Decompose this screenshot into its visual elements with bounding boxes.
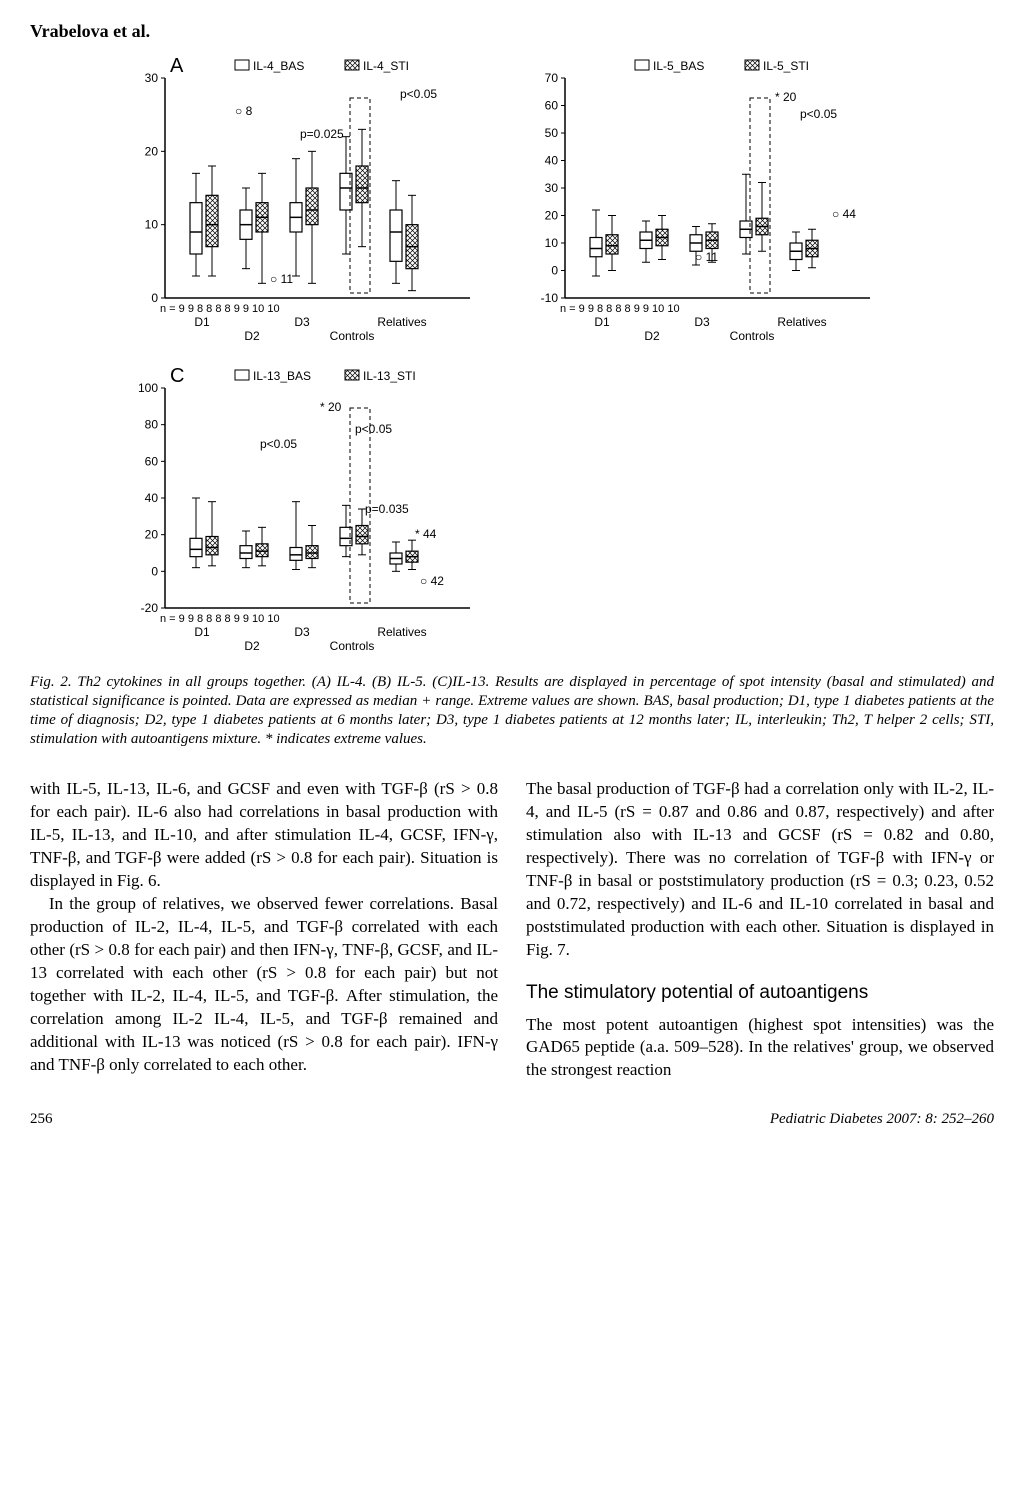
svg-text:p=0.025: p=0.025 <box>300 127 344 141</box>
body-text: with IL-5, IL-13, IL-6, and GCSF and eve… <box>30 778 994 1082</box>
svg-text:Relatives: Relatives <box>377 315 426 329</box>
author-header: Vrabelova et al. <box>30 20 994 43</box>
figure-caption: Fig. 2. Th2 cytokines in all groups toge… <box>30 673 994 748</box>
svg-text:D3: D3 <box>694 315 710 329</box>
svg-text:p<0.05: p<0.05 <box>355 422 392 436</box>
svg-text:20: 20 <box>145 528 159 542</box>
svg-text:○ 11: ○ 11 <box>695 250 718 264</box>
svg-text:30: 30 <box>145 71 159 85</box>
svg-text:n = 9 9 8 8 8 8 9: n = 9 9 8 8 8 8 9 9 10 10 <box>160 613 280 625</box>
svg-text:* 44: * 44 <box>415 527 437 541</box>
svg-text:60: 60 <box>545 99 559 113</box>
svg-text:10: 10 <box>145 218 159 232</box>
para: The basal production of TGF-β had a corr… <box>526 779 994 959</box>
para: In the group of relatives, we observed f… <box>30 894 498 1074</box>
svg-text:D2: D2 <box>244 639 260 653</box>
svg-text:IL-4_BAS: IL-4_BAS <box>253 59 304 73</box>
journal-ref: Pediatric Diabetes 2007: 8: 252–260 <box>770 1110 994 1130</box>
svg-text:Controls: Controls <box>330 639 375 653</box>
svg-text:40: 40 <box>545 154 559 168</box>
svg-text:70: 70 <box>545 71 559 85</box>
svg-text:20: 20 <box>545 209 559 223</box>
svg-text:100: 100 <box>138 381 158 395</box>
svg-text:Relatives: Relatives <box>377 625 426 639</box>
svg-text:20: 20 <box>145 145 159 159</box>
svg-text:60: 60 <box>145 455 159 469</box>
svg-text:D1: D1 <box>594 315 610 329</box>
panel-C: -20 0 20 40 60 80 100 C IL-13_BAS IL-13_STI * 20 p<… <box>120 363 480 663</box>
svg-text:○ 11: ○ 11 <box>270 272 293 286</box>
figure-2: 0 10 20 30 A IL-4_BAS IL-4_STI p<0.05 p=0.025 ○ 8… <box>120 53 994 663</box>
svg-text:Controls: Controls <box>730 329 775 343</box>
svg-text:30: 30 <box>545 181 559 195</box>
para: with IL-5, IL-13, IL-6, and GCSF and eve… <box>30 779 498 890</box>
svg-text:n = 9 9 8 8 8 8 9: n = 9 9 8 8 8 8 9 9 10 10 <box>560 303 680 315</box>
svg-text:* 20: * 20 <box>320 400 342 414</box>
svg-text:D3: D3 <box>294 315 310 329</box>
svg-text:10: 10 <box>545 236 559 250</box>
svg-text:Relatives: Relatives <box>777 315 826 329</box>
svg-text:IL-5_STI: IL-5_STI <box>763 59 809 73</box>
svg-text:p<0.05: p<0.05 <box>400 87 437 101</box>
svg-text:Controls: Controls <box>330 329 375 343</box>
svg-text:-10: -10 <box>541 291 559 305</box>
panel-B: -10 0 10 20 30 40 50 60 70 IL-5_BAS IL-5_STI * 20p<… <box>520 53 880 353</box>
svg-text:IL-5_BAS: IL-5_BAS <box>653 59 704 73</box>
svg-text:p<0.05: p<0.05 <box>260 437 297 451</box>
svg-text:○ 8: ○ 8 <box>235 104 253 118</box>
svg-text:A: A <box>170 55 184 77</box>
svg-text:n = 9 9 8 8 8 8 9: n = 9 9 8 8 8 8 9 9 10 10 <box>160 303 280 315</box>
svg-text:IL-13_BAS: IL-13_BAS <box>253 369 311 383</box>
svg-text:0: 0 <box>151 291 158 305</box>
page-number: 256 <box>30 1110 53 1130</box>
svg-text:D3: D3 <box>294 625 310 639</box>
svg-text:40: 40 <box>145 491 159 505</box>
svg-text:C: C <box>170 365 184 387</box>
svg-text:IL-4_STI: IL-4_STI <box>363 59 409 73</box>
svg-text:D1: D1 <box>194 315 210 329</box>
svg-text:○ 44: ○ 44 <box>832 207 856 221</box>
svg-text:80: 80 <box>145 418 159 432</box>
svg-text:D2: D2 <box>644 329 660 343</box>
right-column: The basal production of TGF-β had a corr… <box>526 778 994 1082</box>
svg-text:○ 42: ○ 42 <box>420 574 444 588</box>
svg-text:50: 50 <box>545 126 559 140</box>
svg-text:p=0.035: p=0.035 <box>365 502 409 516</box>
svg-text:* 20: * 20 <box>775 90 797 104</box>
svg-text:-20: -20 <box>141 601 159 615</box>
svg-text:D1: D1 <box>194 625 210 639</box>
svg-text:0: 0 <box>151 565 158 579</box>
panel-A: 0 10 20 30 A IL-4_BAS IL-4_STI p<0.05 p=0.025 ○ 8… <box>120 53 480 353</box>
svg-text:0: 0 <box>551 264 558 278</box>
left-column: with IL-5, IL-13, IL-6, and GCSF and eve… <box>30 778 498 1082</box>
svg-text:IL-13_STI: IL-13_STI <box>363 369 416 383</box>
svg-text:p<0.05: p<0.05 <box>800 107 837 121</box>
section-heading: The stimulatory potential of autoantigen… <box>526 980 994 1006</box>
page-footer: 256 Pediatric Diabetes 2007: 8: 252–260 <box>30 1110 994 1130</box>
para: The most potent autoantigen (highest spo… <box>526 1015 994 1080</box>
svg-text:D2: D2 <box>244 329 260 343</box>
